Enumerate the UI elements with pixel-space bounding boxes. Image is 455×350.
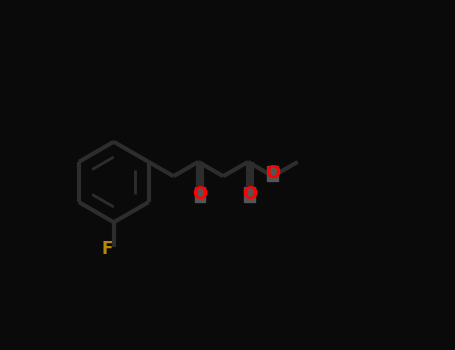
Text: O: O <box>265 164 280 182</box>
Bar <box>268 166 278 181</box>
Text: O: O <box>192 185 207 203</box>
Bar <box>195 187 206 202</box>
Text: O: O <box>242 185 258 203</box>
Text: F: F <box>102 239 113 258</box>
Bar <box>244 187 255 202</box>
